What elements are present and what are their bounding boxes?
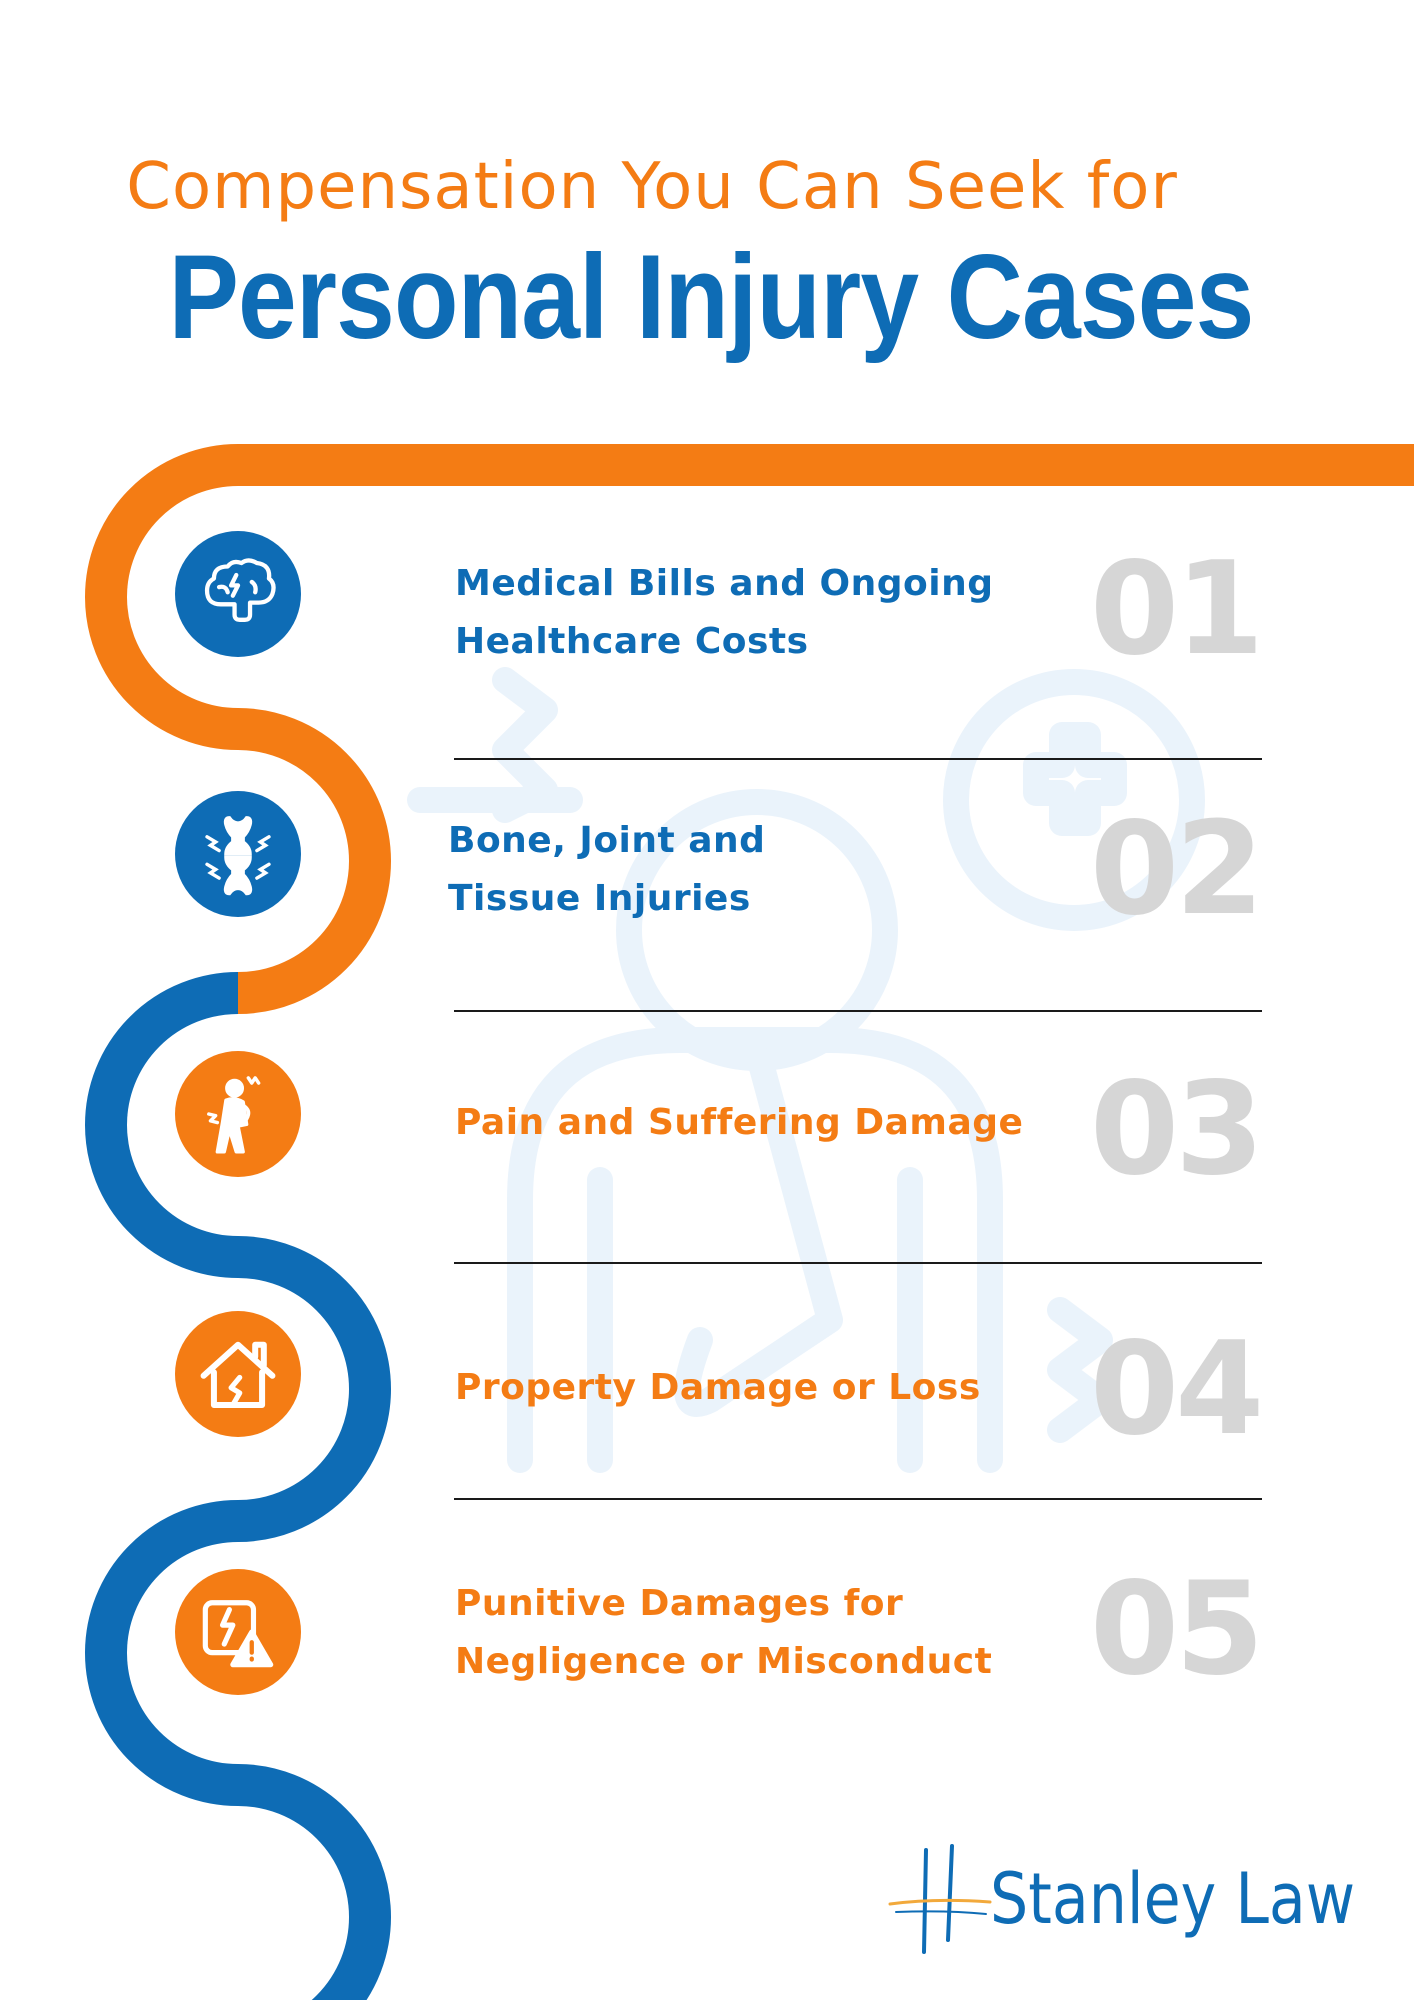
item-1-label: Medical Bills and Ongoing Healthcare Cos… (455, 563, 994, 662)
item-5-label: Punitive Damages for Negligence or Misco… (455, 1583, 993, 1682)
page-title: Personal Injury Cases (168, 230, 1254, 364)
divider-3 (454, 1262, 1262, 1264)
logo-mark-icon (888, 1844, 992, 1954)
item-2-number: 02 (1090, 795, 1264, 944)
warning-document-icon (175, 1569, 301, 1695)
item-5-number: 05 (1090, 1555, 1264, 1704)
pain-person-icon (175, 1051, 301, 1177)
page-subtitle: Compensation You Can Seek for (126, 150, 1178, 224)
bone-joint-icon (175, 791, 301, 917)
broken-house-icon (175, 1311, 301, 1437)
item-4-label: Property Damage or Loss (455, 1367, 981, 1408)
item-2-label: Bone, Joint and Tissue Injuries (448, 820, 766, 919)
brain-icon (175, 531, 301, 657)
item-1-number: 01 (1090, 535, 1264, 684)
divider-2 (454, 1010, 1262, 1012)
logo-text: Stanley Law (990, 1858, 1356, 1940)
item-3-number: 03 (1090, 1055, 1264, 1204)
stanley-law-logo: Stanley Law (886, 1840, 1355, 1960)
item-3-label: Pain and Suffering Damage (455, 1102, 1024, 1143)
divider-1 (454, 758, 1262, 760)
divider-4 (454, 1498, 1262, 1500)
item-4-number: 04 (1090, 1315, 1264, 1464)
